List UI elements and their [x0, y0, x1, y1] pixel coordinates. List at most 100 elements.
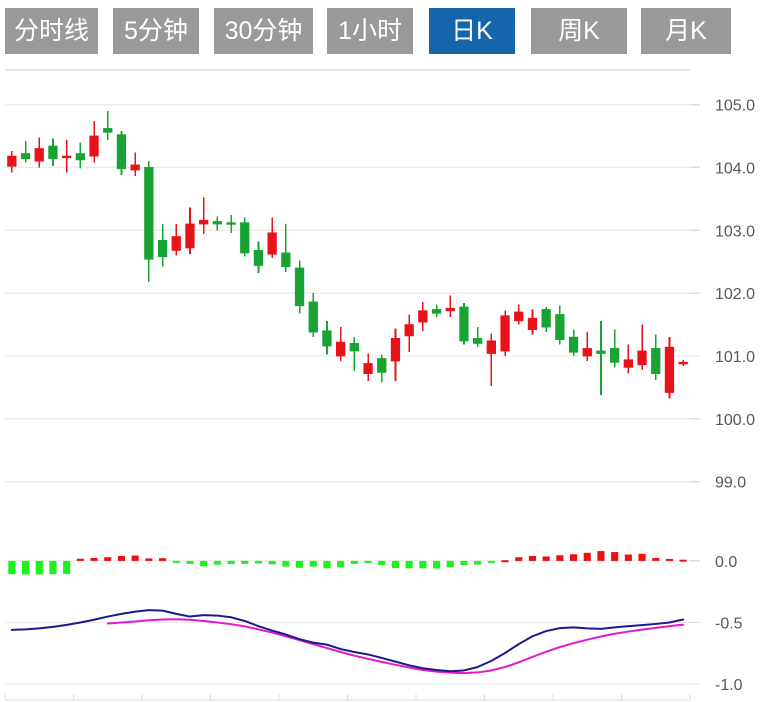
macd-histogram-bar: [337, 560, 345, 568]
candle-body: [486, 340, 496, 354]
candle-body: [623, 359, 633, 368]
macd-histogram-bar: [309, 560, 317, 567]
price-axis-label: 104.0: [715, 160, 755, 177]
candle-body: [20, 153, 31, 160]
tab-2[interactable]: 30分钟: [214, 8, 313, 54]
macd-histogram-bar: [556, 555, 564, 561]
macd-histogram-bar: [446, 560, 454, 568]
price-axis-label: 100.0: [715, 412, 755, 429]
macd-histogram-bar: [172, 560, 180, 563]
kline-chart-svg: 105.0 104.0 103.0 102.0 101.0 100.0 99.0 0.0 -0.…: [4, 69, 755, 701]
macd-histogram-bar: [378, 560, 386, 566]
candle-body: [404, 324, 414, 337]
candle-body: [62, 155, 72, 159]
macd-histogram-bar: [104, 557, 112, 561]
macd-histogram-bar: [21, 560, 30, 575]
macd-histogram-bar: [611, 552, 619, 561]
macd-histogram-bar: [364, 560, 372, 564]
candle-body: [48, 145, 58, 160]
macd-histogram-bar: [597, 551, 605, 561]
macd-axis-label: -0.5: [715, 615, 743, 632]
macd-histogram-bar: [35, 560, 43, 575]
candle-body: [349, 343, 359, 352]
macd-histogram-bar: [323, 560, 331, 569]
macd-histogram-bar: [624, 554, 632, 561]
candle-body: [240, 222, 250, 254]
tab-label: 周K: [558, 16, 600, 45]
candle-body: [363, 363, 373, 374]
candle-body: [34, 148, 44, 162]
candle-body: [541, 309, 551, 328]
candle-body: [459, 306, 469, 342]
candle-body: [253, 249, 264, 266]
macd-histogram-bar: [528, 556, 537, 561]
macd-histogram-bar: [569, 554, 578, 561]
macd-histogram-bar: [405, 560, 413, 569]
price-axis-label: 105.0: [715, 98, 755, 115]
candle-body: [75, 153, 85, 161]
tab-5[interactable]: 周K: [531, 8, 627, 54]
timeframe-tab-bar: 分时线 5分钟 30分钟 1小时 日K 周K 月K: [0, 0, 762, 62]
candle-body: [157, 239, 168, 258]
tab-4[interactable]: 日K: [429, 8, 515, 54]
macd-histogram-bar: [131, 555, 139, 561]
tab-3[interactable]: 1小时: [327, 8, 413, 54]
macd-histogram-bar: [391, 560, 400, 569]
candle-body: [336, 341, 346, 357]
macd-histogram-bar: [350, 560, 358, 564]
tab-label: 1小时: [338, 16, 402, 45]
candle-body: [610, 348, 620, 363]
candle-body: [7, 155, 17, 167]
macd-histogram-bar: [186, 560, 194, 564]
macd-histogram-bar: [295, 560, 304, 568]
macd-histogram-bar: [638, 553, 646, 561]
candle-body: [103, 128, 113, 133]
candle-body: [418, 310, 428, 323]
candle-body: [431, 309, 442, 314]
macd-histogram-bar: [241, 560, 249, 564]
candle-body: [281, 252, 291, 268]
tab-label: 30分钟: [224, 16, 303, 45]
candle-body: [555, 314, 565, 341]
tab-1[interactable]: 5分钟: [113, 8, 199, 54]
candle-body: [390, 337, 401, 362]
macd-histogram-bar: [282, 560, 290, 567]
macd-histogram-bar: [487, 560, 495, 563]
tab-6[interactable]: 月K: [641, 8, 731, 54]
price-axis-label: 102.0: [715, 286, 755, 303]
candle-body: [226, 222, 236, 225]
candle-body: [144, 167, 154, 260]
candle-body: [212, 221, 222, 225]
candle-body: [267, 232, 277, 255]
macd-histogram-bar: [515, 557, 523, 561]
candle-body: [527, 317, 538, 330]
price-axis-label: 99.0: [715, 475, 746, 492]
macd-histogram-bar: [432, 560, 441, 569]
macd-histogram-bar: [474, 560, 482, 565]
price-axis-label: 101.0: [715, 349, 755, 366]
candle-body: [89, 135, 99, 157]
macd-histogram-bar: [227, 560, 235, 565]
candle-body: [596, 350, 606, 354]
macd-dif-line: [10, 609, 685, 673]
tab-label: 月K: [665, 16, 707, 45]
macd-histogram-bar: [158, 558, 167, 561]
macd-histogram-bar: [145, 558, 153, 561]
macd-histogram-bar: [117, 556, 126, 561]
candle-body: [185, 223, 195, 249]
macd-histogram-bar: [665, 558, 674, 561]
tab-label: 分时线: [13, 16, 89, 45]
macd-histogram-bar: [652, 557, 660, 561]
tab-label: 日K: [451, 16, 493, 45]
candle-body: [664, 346, 675, 393]
candle-body: [500, 315, 510, 352]
candle-body: [199, 219, 209, 225]
macd-axis-label: -1.0: [715, 677, 743, 694]
macd-axis-label: 0.0: [715, 554, 737, 571]
tab-label: 5分钟: [124, 16, 188, 45]
candle-body: [130, 164, 140, 171]
candle-body: [637, 350, 647, 366]
candle-body: [582, 348, 592, 357]
macd-histogram-bar: [583, 552, 591, 561]
tab-0[interactable]: 分时线: [5, 8, 98, 54]
